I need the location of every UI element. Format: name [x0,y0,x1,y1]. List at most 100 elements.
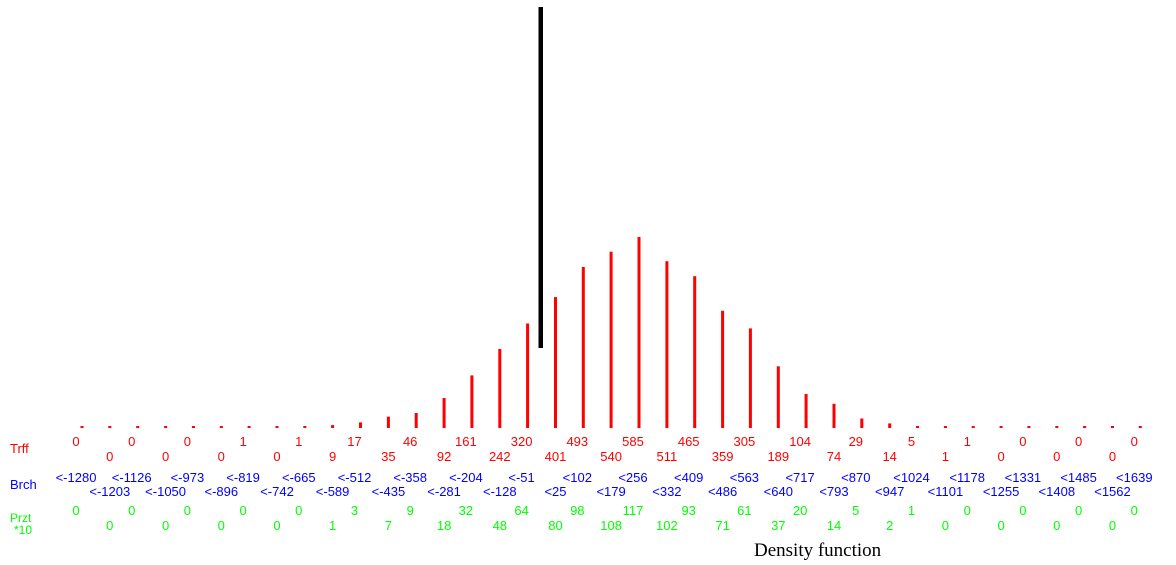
bracket-label-9: <-589 [316,484,350,499]
bar-37 [1111,426,1114,428]
traffic-label-3: 0 [162,449,169,464]
percent-label-13: 18 [437,518,451,533]
bracket-label-34: <1331 [1005,470,1042,485]
traffic-label-18: 493 [566,434,588,449]
traffic-label-5: 0 [218,449,225,464]
bar-10 [359,422,362,428]
traffic-label-10: 17 [347,434,361,449]
percent-labels-group: 0000000001379183248648098108117102937161… [72,503,1138,533]
traffic-label-33: 0 [997,449,1004,464]
traffic-label-13: 92 [437,449,451,464]
percent-label-18: 98 [570,503,584,518]
bar-5 [219,426,223,428]
row-label-bracket: Brch [10,477,37,492]
bar-0 [80,426,84,428]
traffic-label-0: 0 [72,434,79,449]
bracket-label-5: <-896 [204,484,238,499]
bracket-label-33: <1255 [983,484,1020,499]
traffic-label-38: 0 [1131,434,1138,449]
percent-label-1: 0 [106,518,113,533]
bracket-label-27: <793 [819,484,848,499]
bracket-label-22: <409 [674,470,703,485]
bracket-label-18: <102 [563,470,592,485]
percent-label-38: 0 [1131,503,1138,518]
traffic-label-28: 29 [849,434,863,449]
percent-label-32: 0 [964,503,971,518]
bracket-label-37: <1562 [1094,484,1131,499]
traffic-label-14: 161 [455,434,477,449]
traffic-label-17: 401 [545,449,567,464]
traffic-label-25: 189 [767,449,789,464]
traffic-label-22: 465 [678,434,700,449]
bar-38 [1138,426,1142,428]
percent-label-28: 5 [852,503,859,518]
traffic-label-12: 46 [403,434,417,449]
traffic-label-20: 585 [622,434,644,449]
percent-label-25: 37 [771,518,785,533]
bar-17 [554,297,557,428]
bracket-label-35: <1408 [1039,484,1076,499]
bracket-label-13: <-281 [427,484,461,499]
percent-label-19: 108 [600,518,622,533]
chart-title: Density function [754,540,882,561]
bar-12 [414,413,418,428]
bracket-label-0: <-1280 [56,470,97,485]
percent-label-20: 117 [623,503,644,518]
bar-19 [609,251,613,428]
traffic-label-7: 0 [273,449,280,464]
percent-label-3: 0 [162,518,169,533]
bracket-label-30: <1024 [893,470,930,485]
percent-label-21: 102 [656,518,678,533]
percent-label-29: 2 [886,518,893,533]
percent-label-17: 80 [548,518,562,533]
percent-label-31: 0 [942,518,949,533]
percent-label-27: 14 [827,518,841,533]
bar-3 [164,426,168,428]
traffic-label-30: 5 [908,434,915,449]
percent-label-12: 9 [407,503,414,518]
bracket-label-3: <-1050 [145,484,186,499]
bracket-label-8: <-665 [282,470,316,485]
traffic-label-29: 14 [882,449,896,464]
bar-27 [832,403,836,428]
bracket-label-17: <25 [544,484,566,499]
traffic-label-9: 9 [329,449,336,464]
bar-7 [275,426,279,428]
percent-label-34: 0 [1019,503,1026,518]
bars-group [80,237,1142,428]
bar-23 [721,310,725,428]
bar-32 [971,426,975,428]
bracket-label-36: <1485 [1060,470,1097,485]
traffic-label-1: 0 [106,449,113,464]
traffic-label-24: 305 [734,434,756,449]
percent-label-7: 0 [273,518,280,533]
percent-label-24: 61 [737,503,751,518]
bracket-label-24: <563 [730,470,759,485]
traffic-label-16: 320 [511,434,533,449]
percent-label-11: 7 [385,518,392,533]
bracket-label-29: <947 [875,484,904,499]
traffic-label-35: 0 [1053,449,1060,464]
traffic-label-32: 1 [964,434,971,449]
bar-31 [943,426,947,428]
bracket-label-38: <1639 [1116,470,1153,485]
traffic-label-31: 1 [942,449,949,464]
bracket-label-2: <-1126 [112,470,152,485]
bar-30 [916,426,919,428]
bracket-label-14: <-204 [449,470,483,485]
percent-label-10: 3 [351,503,358,518]
bar-29 [888,423,892,428]
percent-label-6: 0 [239,503,246,518]
traffic-label-11: 35 [381,449,395,464]
traffic-label-2: 0 [128,434,135,449]
bracket-label-6: <-819 [226,470,260,485]
traffic-label-34: 0 [1019,434,1026,449]
percent-label-22: 93 [681,503,695,518]
traffic-label-19: 540 [600,449,622,464]
traffic-label-36: 0 [1075,434,1082,449]
traffic-label-8: 1 [295,434,302,449]
traffic-label-15: 242 [489,449,511,464]
percent-label-0: 0 [72,503,79,518]
bracket-labels-group: <-1280<-1203<-1126<-1050<-973<-896<-819<… [56,470,1153,499]
